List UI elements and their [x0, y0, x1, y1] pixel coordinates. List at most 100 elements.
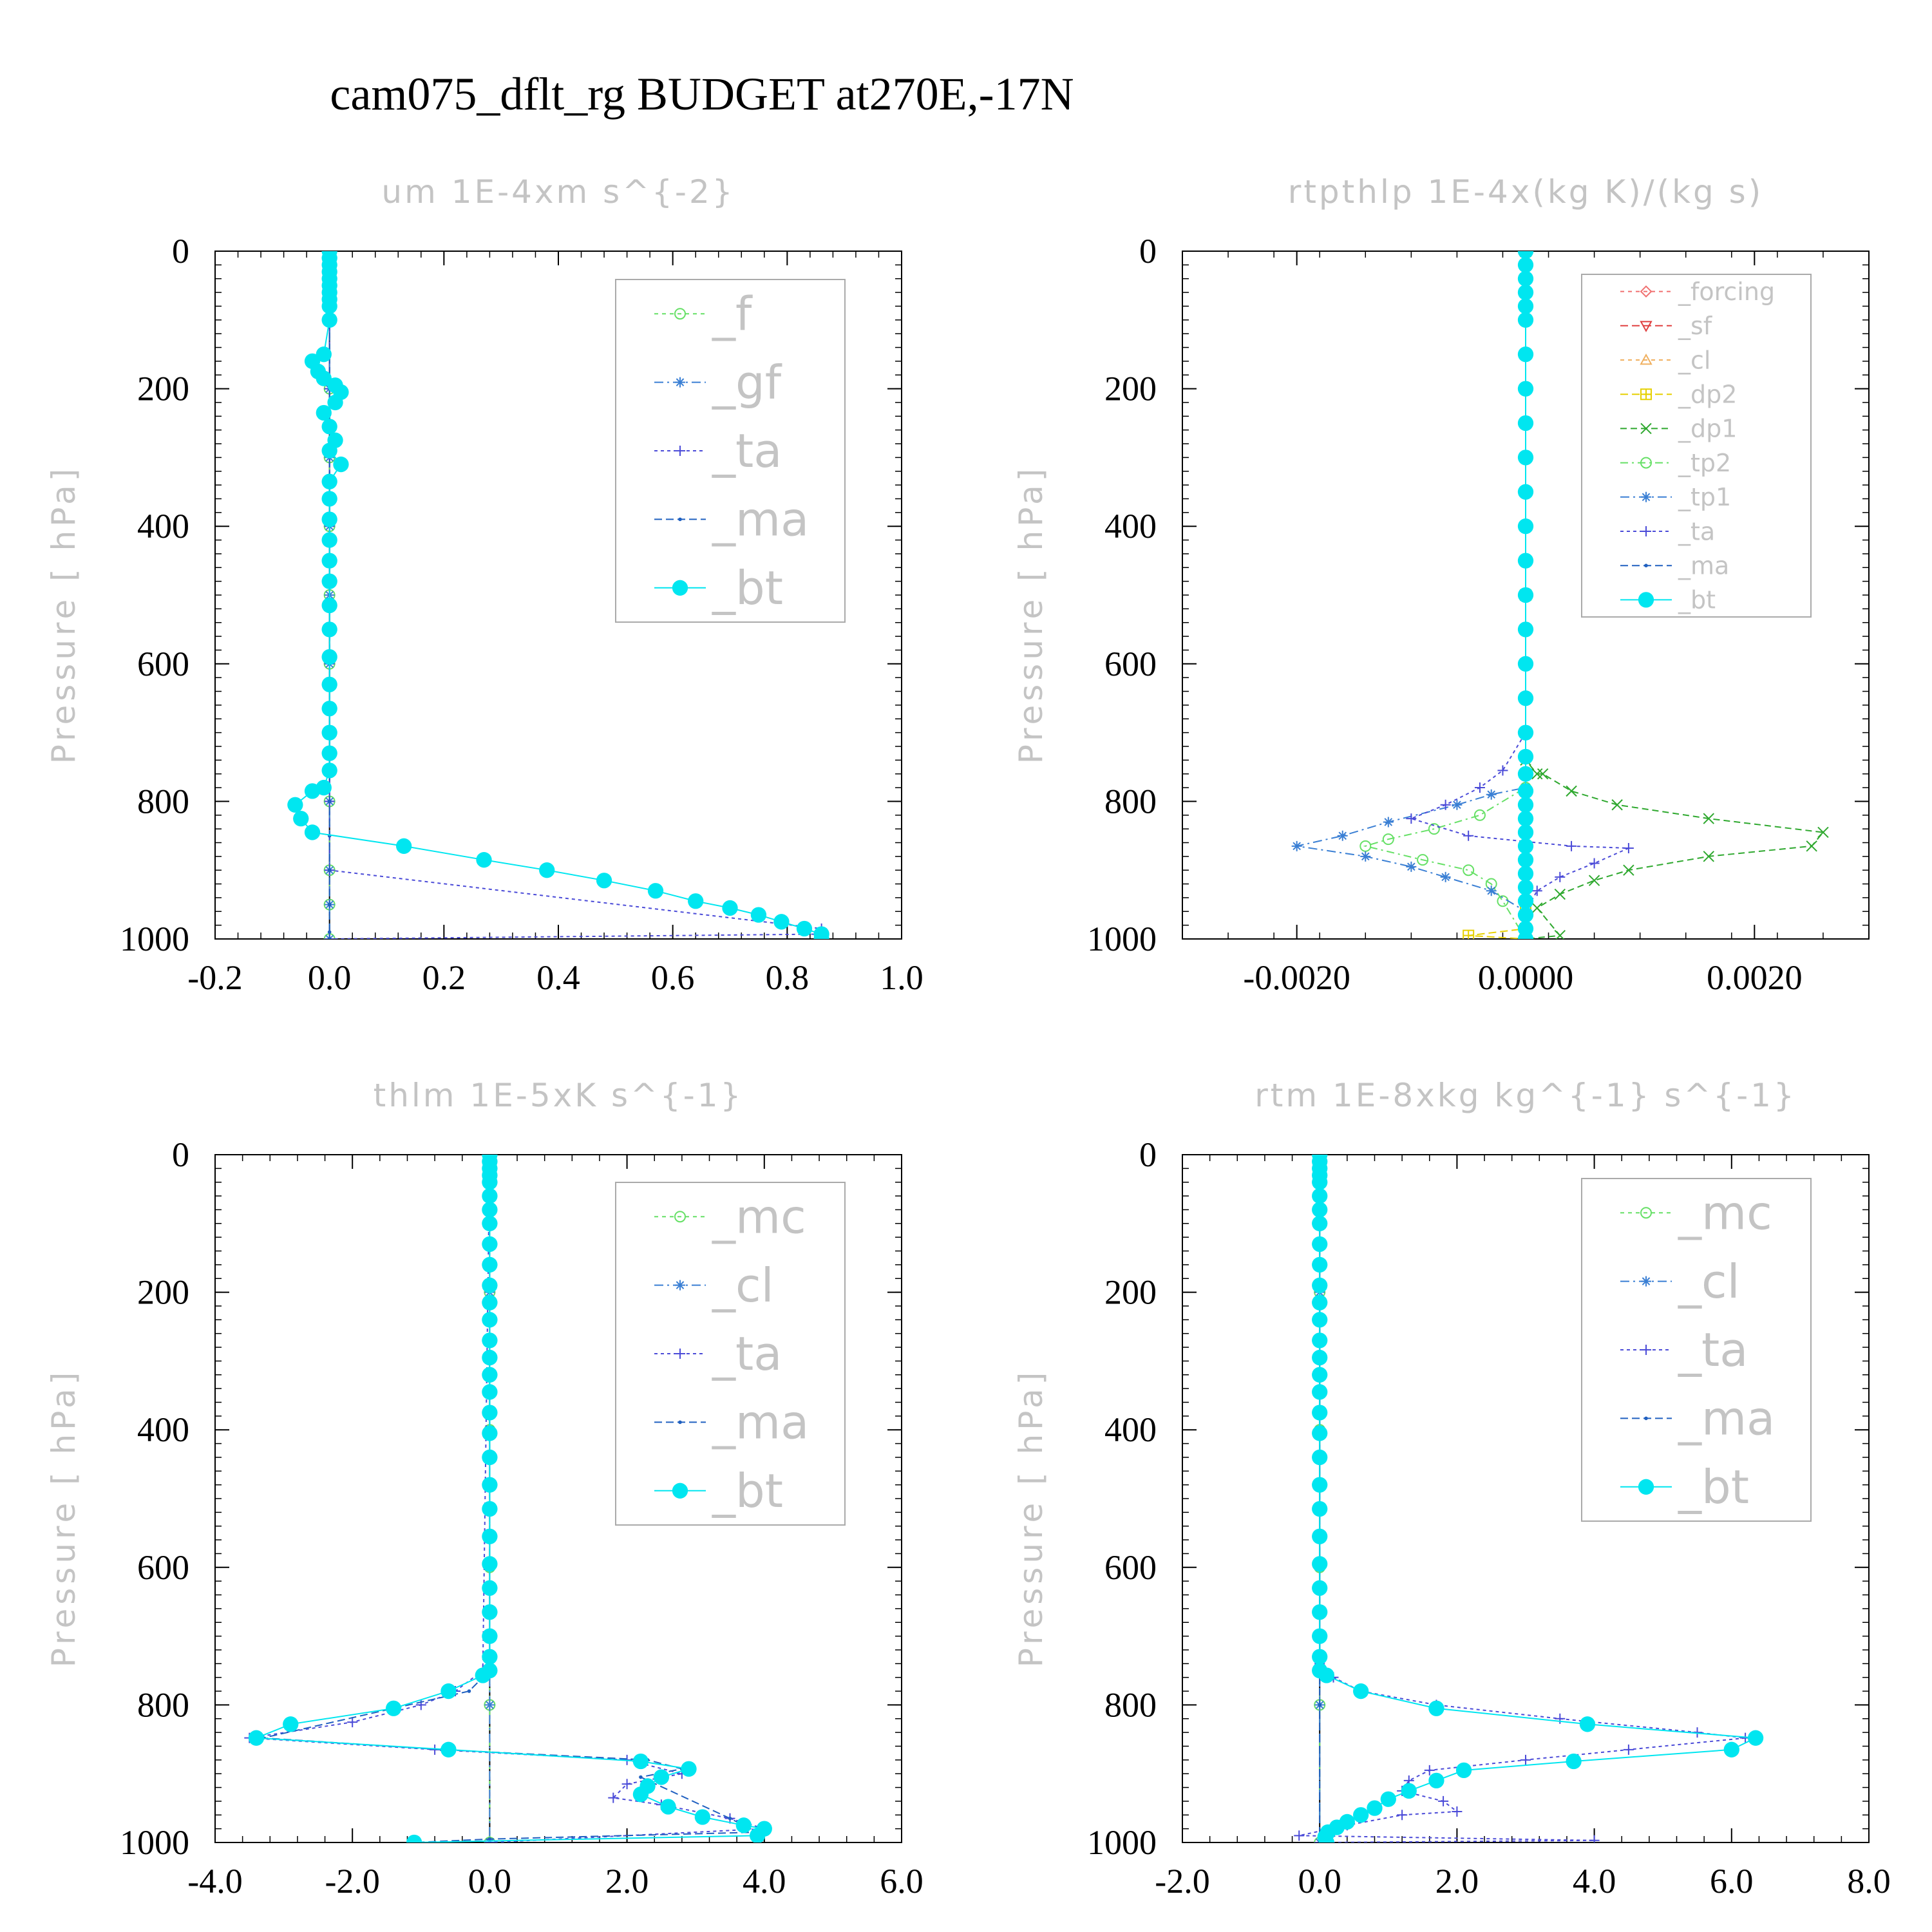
y-tick-label: 600 — [1104, 1548, 1157, 1587]
point-bt — [1312, 1332, 1328, 1349]
point-bt — [1517, 783, 1534, 799]
point-tp2 — [1473, 809, 1486, 821]
point-bt — [1517, 824, 1534, 840]
point-bt — [773, 914, 790, 930]
x-tick-label: -2.0 — [1155, 1862, 1209, 1900]
point-bt — [321, 442, 337, 459]
point-bt — [1517, 450, 1534, 466]
x-tick-label: 4.0 — [743, 1862, 786, 1900]
y-tick-label: 400 — [137, 1410, 189, 1449]
point-bt — [287, 797, 303, 813]
legend-marker — [1641, 526, 1651, 536]
point-bt — [749, 1828, 766, 1842]
y-tick-label: 600 — [137, 645, 189, 683]
y-tick-label: 800 — [1104, 1685, 1157, 1724]
point-dp1 — [1623, 864, 1634, 876]
point-ma — [488, 1837, 492, 1841]
point-bt — [1312, 1405, 1328, 1421]
series-group — [244, 1155, 772, 1842]
x-tick-label: 0.2 — [422, 958, 466, 997]
y-axis-label: Pressure [ hPa] — [1012, 465, 1050, 764]
point-bt — [482, 1556, 498, 1572]
point-ta — [1474, 782, 1485, 793]
series-line-dp2 — [1468, 251, 1526, 939]
point-tp1 — [1486, 789, 1497, 800]
point-bt — [321, 298, 337, 314]
point-bt — [482, 1332, 498, 1349]
legend-label: _ta — [712, 424, 782, 478]
point-bt — [1312, 1501, 1328, 1517]
point-bt — [1517, 270, 1534, 287]
point-bt — [1517, 931, 1534, 939]
point-bt — [482, 1580, 498, 1596]
point-tp1 — [1406, 861, 1417, 872]
y-tick-label: 200 — [137, 370, 189, 408]
x-tick-label: 6.0 — [880, 1862, 923, 1900]
y-tick-label: 0 — [172, 1135, 189, 1174]
y-axis-label: Pressure [ hPa] — [1012, 1368, 1050, 1668]
point-ta — [621, 1779, 632, 1790]
legend-marker — [1644, 1416, 1648, 1421]
legend-label: _ma — [712, 1396, 809, 1450]
point-ta — [1555, 871, 1566, 882]
panel-1: um 1E-4xm s^{-2} Pressure [ hPa] 0 200 400 60… — [45, 173, 923, 997]
legend-label: _dp1 — [1678, 415, 1737, 443]
point-bt — [482, 1628, 498, 1644]
y-tick-label: 800 — [137, 782, 189, 820]
legend-label: _forcing — [1678, 278, 1775, 306]
legend-marker — [1640, 321, 1653, 332]
point-bt — [1517, 656, 1534, 672]
point-bt — [1312, 1349, 1328, 1366]
point-ta — [608, 1792, 619, 1803]
point-ma — [327, 868, 332, 872]
point-ta — [1440, 799, 1451, 810]
legend-marker — [1641, 1276, 1651, 1287]
point-bt — [482, 1477, 498, 1493]
point-bt — [1517, 257, 1534, 273]
point-bt — [1517, 907, 1534, 923]
y-tick-label: 1000 — [1087, 1823, 1157, 1862]
panel-title: rtm 1E-8xkg kg^{-1} s^{-1} — [1255, 1077, 1797, 1114]
point-bt — [1353, 1683, 1369, 1700]
point-bt — [321, 745, 337, 761]
point-bt — [813, 931, 829, 939]
legend-label: _dp2 — [1678, 381, 1737, 409]
legend: _f _gf _ta _ma _bt — [615, 279, 846, 623]
point-bt — [1517, 866, 1534, 882]
point-bt — [482, 1367, 498, 1383]
x-tick-label: 0.0000 — [1478, 958, 1574, 997]
point-tp1 — [1452, 799, 1463, 810]
panel-title: um 1E-4xm s^{-2} — [381, 173, 735, 211]
point-bt — [1318, 1834, 1335, 1842]
series-group — [1291, 251, 1829, 939]
point-bt — [1747, 1730, 1764, 1746]
point-tp1 — [1440, 871, 1451, 882]
point-bt — [283, 1716, 299, 1732]
x-tick-label: 6.0 — [1710, 1862, 1754, 1900]
legend-label: _gf — [712, 355, 782, 410]
point-ta — [1397, 1810, 1408, 1821]
point-bt — [1312, 1449, 1328, 1466]
y-tick-label: 1000 — [120, 1823, 189, 1862]
point-bt — [321, 649, 337, 665]
point-ma — [1318, 1703, 1321, 1707]
y-tick-label: 1000 — [1087, 920, 1157, 958]
legend-marker — [678, 517, 682, 522]
point-bt — [316, 346, 332, 363]
point-bt — [406, 1834, 422, 1842]
point-bt — [482, 1649, 498, 1665]
legend-marker — [675, 1349, 685, 1359]
point-bt — [1517, 748, 1534, 765]
legend-label: _cl — [1678, 346, 1710, 374]
y-tick-label: 600 — [1104, 645, 1157, 683]
point-bt — [293, 810, 309, 827]
point-bt — [1312, 1174, 1328, 1190]
legend-marker — [672, 580, 688, 596]
point-bt — [1312, 1294, 1328, 1311]
legend-marker — [1641, 491, 1651, 502]
point-tp2 — [1359, 840, 1372, 852]
point-bt — [321, 762, 337, 779]
y-tick-label: 200 — [137, 1273, 189, 1312]
point-bt — [396, 838, 412, 854]
point-bt — [316, 404, 332, 421]
